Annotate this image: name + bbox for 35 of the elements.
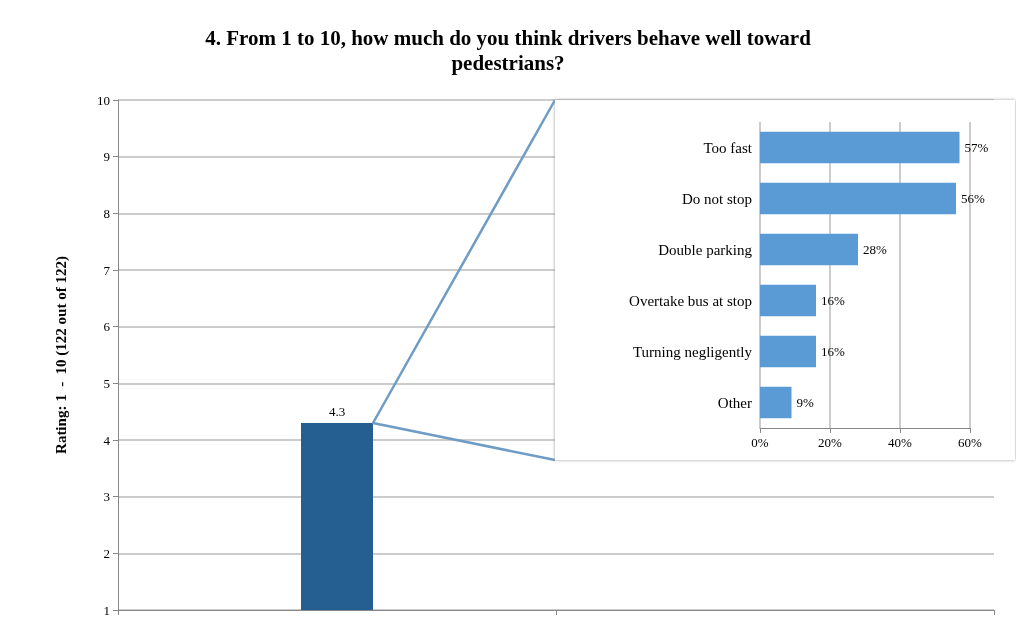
y-tick-label: Do not stop	[681, 190, 752, 207]
y-tick-label: 1	[103, 602, 110, 618]
y-tick-label: 4	[103, 432, 111, 448]
y-tick-label: Double parking	[658, 241, 753, 258]
y-tick-label: Too fast	[703, 139, 753, 156]
y-tick-label: Overtake bus at stop	[629, 292, 752, 309]
y-tick-label: 9	[103, 149, 110, 165]
data-label: 57%	[964, 140, 989, 155]
y-tick-label: 6	[103, 319, 111, 335]
y-tick-label: 2	[103, 545, 110, 561]
x-tick-label: 60%	[958, 435, 983, 450]
y-tick-label: Other	[717, 394, 752, 411]
x-tick-label: 20%	[818, 435, 843, 450]
data-label: 16%	[821, 344, 845, 359]
y-tick-label: Turning negligently	[632, 343, 753, 360]
x-tick-label: 40%	[888, 435, 913, 450]
y-axis-title: Rating: 1 - 10 (122 out of 122)	[52, 256, 70, 454]
y-tick-label: 3	[103, 489, 110, 505]
bar	[760, 233, 858, 266]
bar	[760, 386, 792, 419]
y-tick-label: 8	[103, 205, 110, 221]
data-label: 56%	[961, 191, 985, 206]
y-tick-label: 5	[103, 375, 110, 391]
y-tick-label: 10	[97, 92, 110, 108]
x-tick-label: 0%	[751, 435, 769, 450]
bar	[760, 284, 816, 317]
bar	[760, 335, 816, 368]
bar	[760, 182, 956, 215]
y-tick-label: 7	[103, 262, 111, 278]
data-label: 9%	[796, 395, 814, 410]
data-label: 16%	[821, 293, 845, 308]
chart-title: 4. From 1 to 10, how much do you think drivers behave well toward pedestrians?	[204, 26, 812, 76]
data-label: 28%	[863, 242, 887, 257]
bar	[760, 131, 960, 164]
data-label: 4.3	[328, 404, 346, 419]
